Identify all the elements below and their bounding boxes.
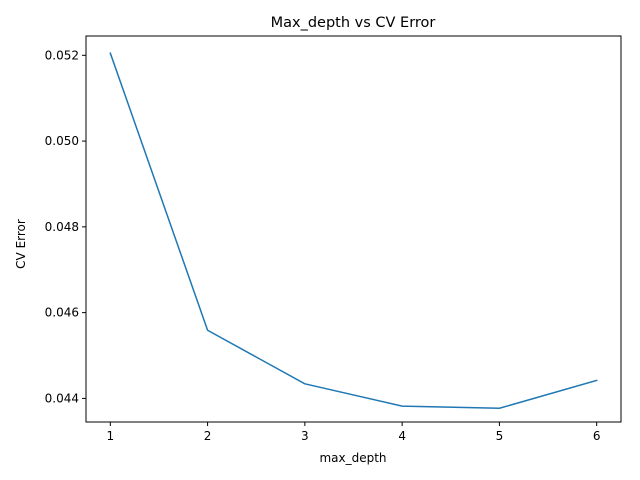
y-tick-label-0: 0.044	[45, 391, 79, 405]
y-tick-label-3: 0.050	[45, 134, 79, 148]
y-axis-label: CV Error	[14, 219, 28, 269]
x-tick-label-4: 5	[496, 429, 504, 443]
plot-area: 1 2 3 4 5 6 0.044 0.046 0.048 0.050 0.052	[45, 35, 622, 443]
x-tick-label-1: 2	[204, 429, 212, 443]
y-tick-label-2: 0.048	[45, 220, 79, 234]
series-line-0	[109, 52, 598, 410]
x-tick-label-5: 6	[593, 429, 601, 443]
x-tick-label-2: 3	[301, 429, 309, 443]
axes-frame	[85, 35, 622, 423]
x-tick-label-0: 1	[106, 429, 114, 443]
y-tick-label-1: 0.046	[45, 306, 79, 320]
x-tick-label-3: 4	[398, 429, 406, 443]
chart-title: Max_depth vs CV Error	[271, 15, 436, 31]
x-axis-label: max_depth	[319, 451, 386, 465]
y-tick-label-4: 0.052	[45, 48, 79, 62]
